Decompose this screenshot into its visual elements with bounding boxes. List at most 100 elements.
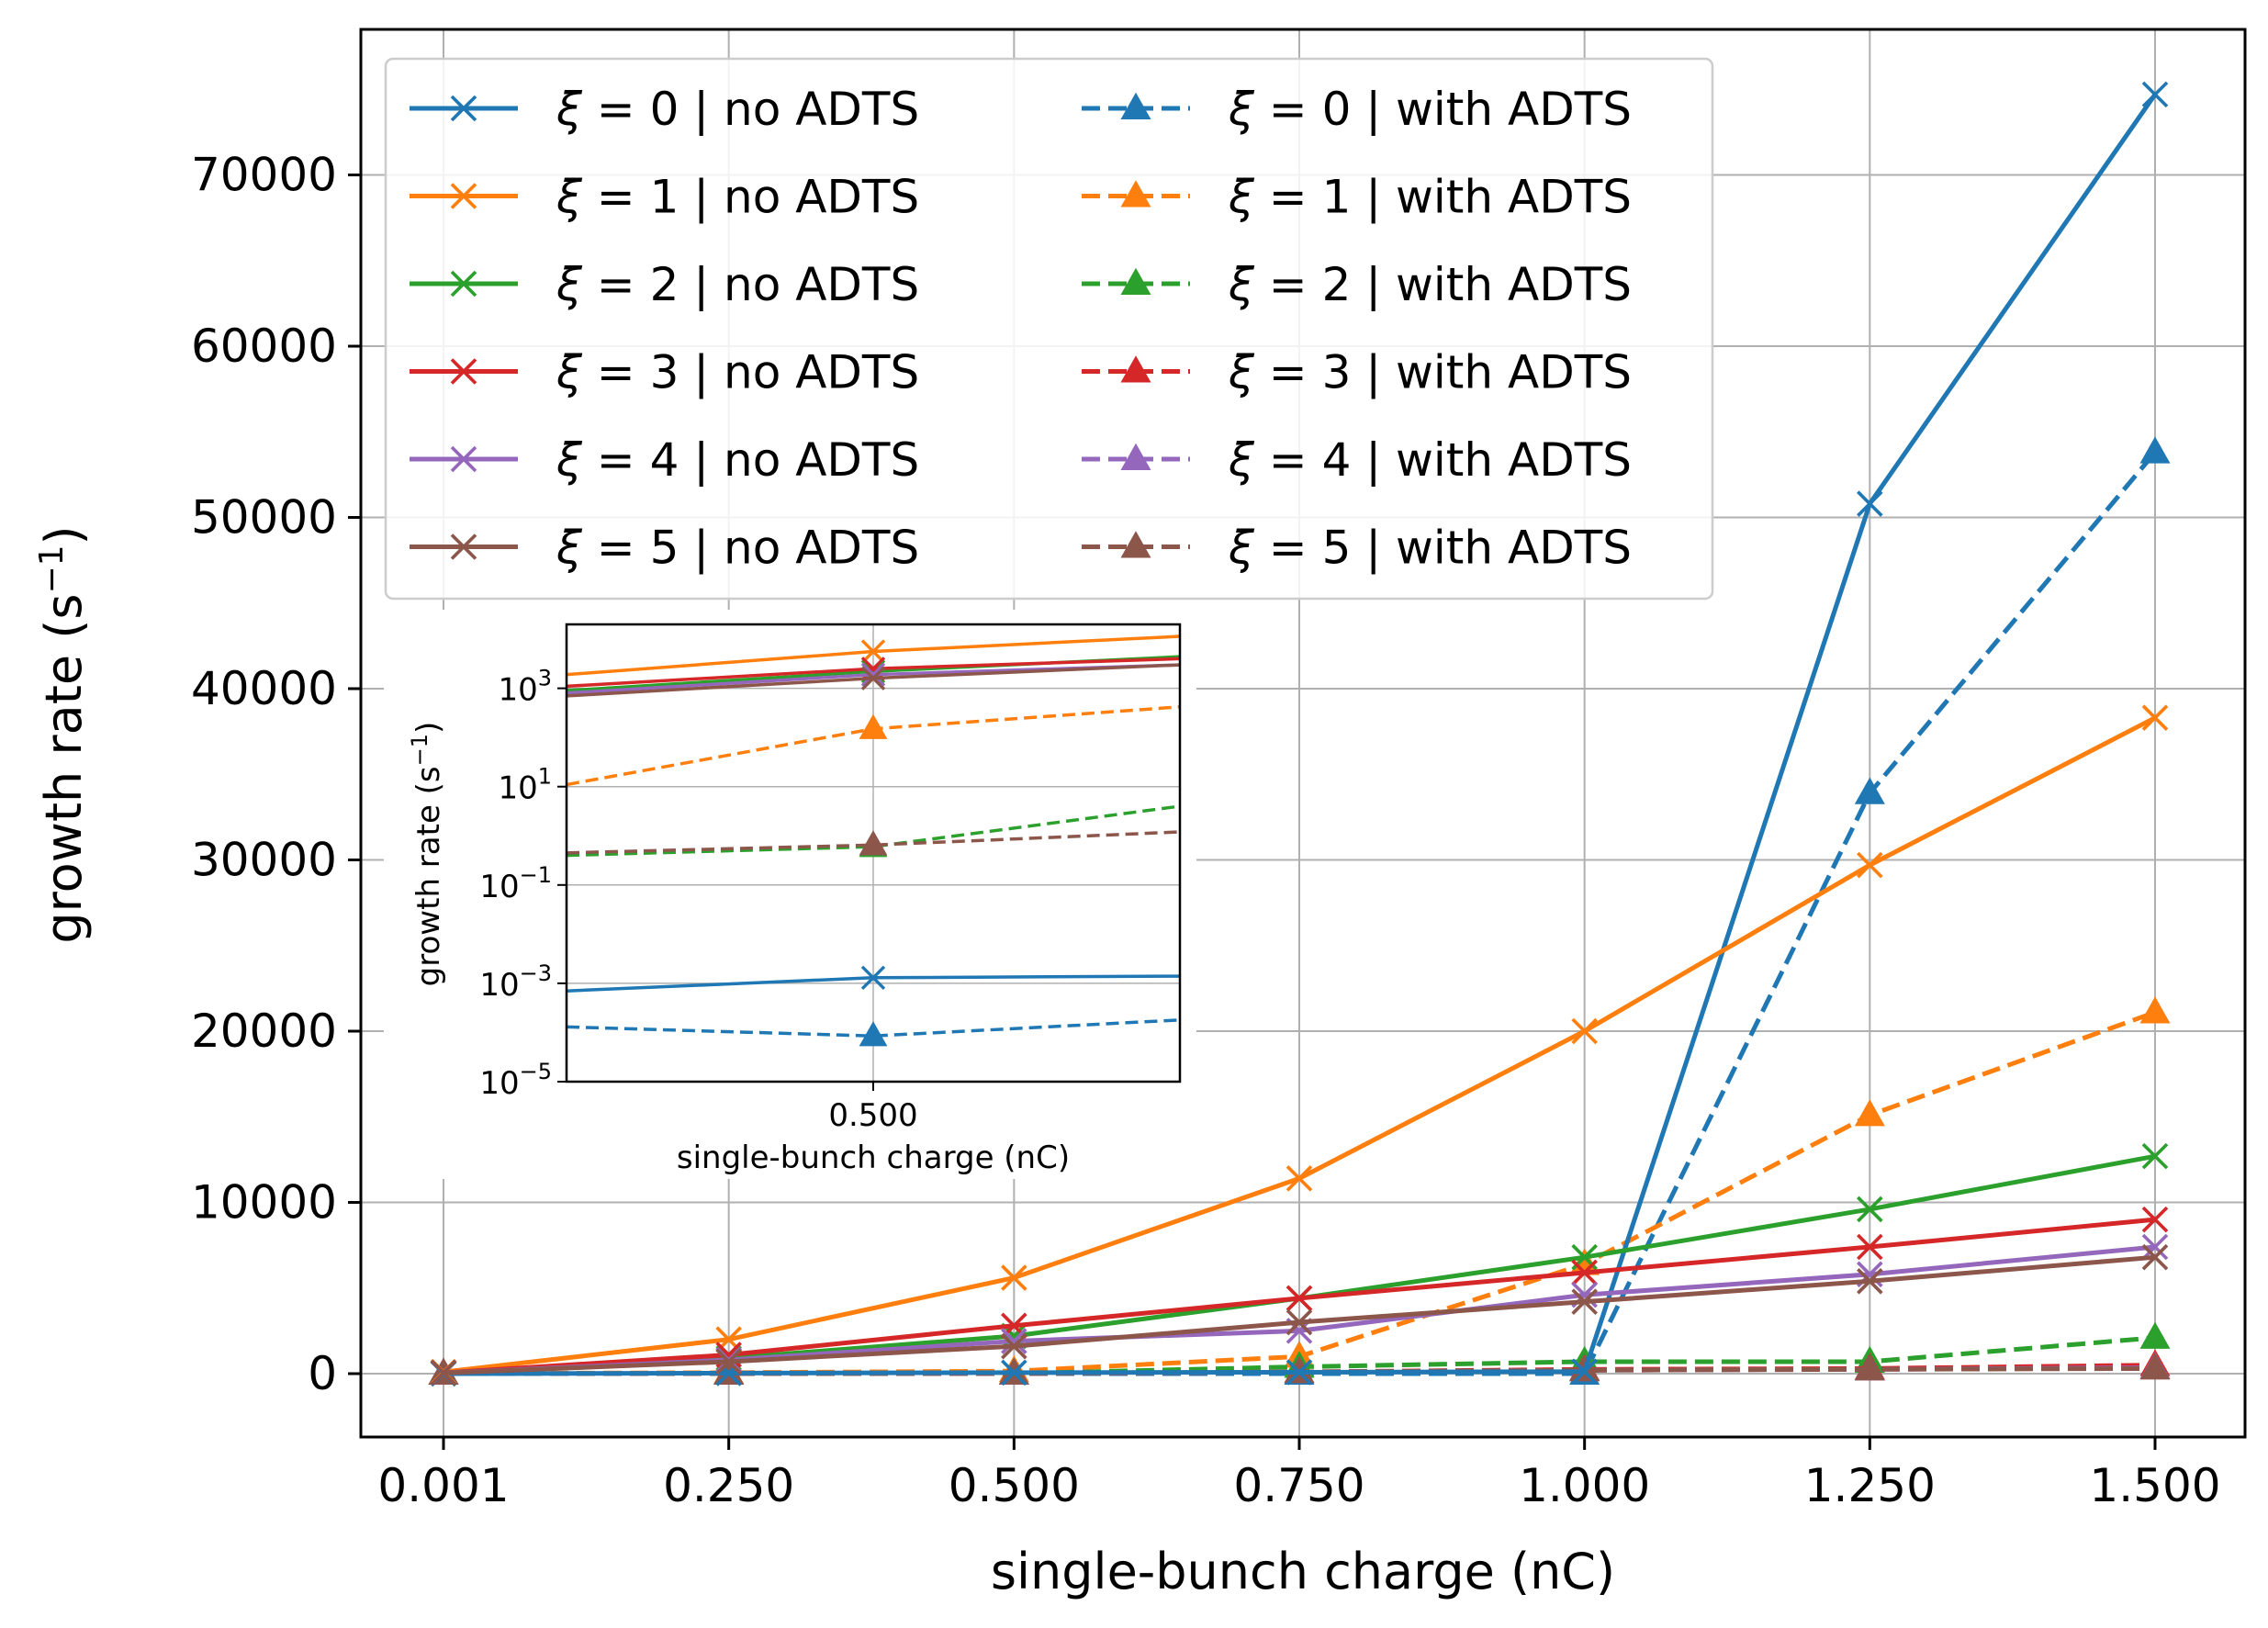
main-x-tick-label: 0.001 — [377, 1459, 509, 1512]
data-point — [2139, 436, 2171, 464]
data-point — [1286, 1285, 1313, 1312]
data-point — [1857, 1196, 1883, 1223]
data-point — [2141, 1206, 2169, 1233]
legend: ξ = 0 | no ADTS ξ = 1 | no ADTS ξ = 2 | no… — [384, 57, 1714, 601]
legend-entry-xi-3-no-adts: ξ = 3 | no ADTS — [410, 346, 919, 399]
legend-marker — [1120, 355, 1151, 383]
inset-series-xi-1-with-adts — [567, 705, 1180, 787]
main-ticks: 0.001 0.250 0.500 0.750 1.000 1.250 1.500 0 1000… — [191, 149, 2221, 1512]
legend-label: ξ = 4 | no ADTS — [556, 433, 919, 487]
inset-series-xi-5-with-adts — [567, 830, 1180, 856]
legend-marker — [450, 183, 477, 209]
legend-entry-xi-1-no-adts: ξ = 1 | no ADTS — [410, 171, 919, 224]
inset-series — [567, 634, 1180, 1047]
legend-entry-xi-1-with-adts: ξ = 1 | with ADTS — [1082, 171, 1632, 224]
inset-x-axis-label: single-bunch charge (nC) — [677, 1140, 1070, 1176]
data-point — [2141, 1233, 2169, 1261]
legend-entry-xi-4-no-adts: ξ = 4 | no ADTS — [410, 433, 919, 487]
data-point — [430, 1359, 457, 1387]
legend-label: ξ = 5 | with ADTS — [1228, 522, 1632, 575]
main-x-tick-label: 1.500 — [2089, 1459, 2220, 1512]
main-x-tick-label: 0.750 — [1233, 1459, 1364, 1512]
data-point — [1571, 1288, 1598, 1315]
inset-series-xi-0-with-adts — [567, 1018, 1180, 1047]
main-x-tick-label: 0.500 — [949, 1459, 1080, 1512]
legend-marker — [1120, 443, 1151, 470]
main-y-tick-label: 0 — [308, 1347, 337, 1400]
legend-entry-xi-3-with-adts: ξ = 3 | with ADTS — [1082, 346, 1632, 399]
series-xi-5-no-adts — [430, 1243, 2169, 1387]
main-y-tick-label: 10000 — [191, 1176, 337, 1229]
inset-data-point — [859, 1021, 888, 1047]
inset-y-tick-label: 10−5 — [479, 1059, 552, 1102]
legend-marker — [1120, 267, 1151, 295]
data-point — [1286, 1359, 1313, 1386]
data-point — [715, 1348, 742, 1375]
legend-marker — [1120, 531, 1151, 558]
main-y-tick-label: 20000 — [191, 1005, 337, 1058]
main-y-tick-label: 40000 — [191, 662, 337, 715]
legend-marker — [1120, 92, 1151, 119]
legend-marker — [450, 95, 477, 122]
data-point — [1571, 1259, 1598, 1286]
legend-entry-xi-5-with-adts: ξ = 5 | with ADTS — [1082, 522, 1632, 575]
data-point — [1571, 1017, 1598, 1045]
data-point — [1284, 1355, 1315, 1384]
data-point — [1001, 1328, 1027, 1354]
main-plot-frame — [359, 28, 2247, 1439]
inset-series-xi-0-no-adts — [567, 965, 1180, 993]
legend-entry-xi-0-with-adts: ξ = 0 | with ADTS — [1082, 83, 1632, 136]
data-point — [1001, 1264, 1027, 1291]
legend-label: ξ = 1 | with ADTS — [1228, 171, 1632, 224]
legend-marker — [450, 270, 477, 298]
legend-entry-xi-0-no-adts: ξ = 0 | no ADTS — [410, 83, 919, 136]
main-plot: 0.001 0.250 0.500 0.750 1.000 1.250 1.500 0 1000… — [33, 28, 2247, 1600]
main-y-tick-label: 60000 — [191, 320, 337, 373]
legend-label: ξ = 4 | with ADTS — [1228, 433, 1632, 487]
inset-series-xi-5-no-adts — [567, 663, 1180, 698]
inset-data-point — [860, 639, 886, 664]
main-y-axis-label: growth rate (s−1) — [33, 525, 93, 943]
data-point — [2141, 81, 2169, 108]
inset-series-xi-1-no-adts — [567, 634, 1180, 677]
legend-label: ξ = 3 | no ADTS — [556, 346, 919, 399]
data-point — [1857, 1268, 1883, 1295]
main-x-tick-label: 1.250 — [1804, 1459, 1936, 1512]
legend-entry-xi-2-with-adts: ξ = 2 | with ADTS — [1082, 258, 1632, 311]
legend-label: ξ = 3 | with ADTS — [1228, 346, 1632, 399]
series-xi-1-no-adts — [430, 704, 2169, 1386]
data-point — [1854, 1353, 1885, 1381]
legend-box — [384, 57, 1714, 601]
legend-marker — [1120, 180, 1151, 208]
series-xi-0-no-adts — [430, 81, 2169, 1387]
data-point — [1569, 1248, 1600, 1275]
data-point — [1854, 777, 1885, 804]
inset-data-point — [860, 965, 886, 990]
legend-marker — [450, 358, 477, 385]
data-point — [2139, 996, 2171, 1024]
inset-data-point — [860, 662, 886, 687]
main-x-tick-label: 0.250 — [663, 1459, 794, 1512]
legend-label: ξ = 2 | with ADTS — [1228, 258, 1632, 311]
main-y-tick-label: 30000 — [191, 834, 337, 887]
data-point — [2139, 1353, 2171, 1380]
inset-y-tick-label: 103 — [498, 666, 552, 709]
legend-entry-xi-2-no-adts: ξ = 2 | no ADTS — [410, 258, 919, 311]
legend-marker — [450, 445, 477, 473]
legend-label: ξ = 2 | no ADTS — [556, 258, 919, 311]
legend-label: ξ = 1 | no ADTS — [556, 171, 919, 224]
inset-series-clipped — [567, 634, 1180, 1047]
inset-background — [384, 610, 1196, 1179]
legend-entry-xi-5-no-adts: ξ = 5 | no ADTS — [410, 522, 919, 575]
inset-data-point — [860, 666, 886, 690]
inset-series-line — [567, 1018, 1180, 1038]
data-point — [1286, 1165, 1313, 1192]
main-series — [428, 81, 2171, 1387]
data-point — [1857, 490, 1883, 517]
legend-label: ξ = 0 | no ADTS — [556, 83, 919, 136]
inset-x-tick-label: 0.500 — [828, 1097, 917, 1134]
main-y-tick-label: 50000 — [191, 491, 337, 545]
inset-series-line — [567, 830, 1180, 855]
